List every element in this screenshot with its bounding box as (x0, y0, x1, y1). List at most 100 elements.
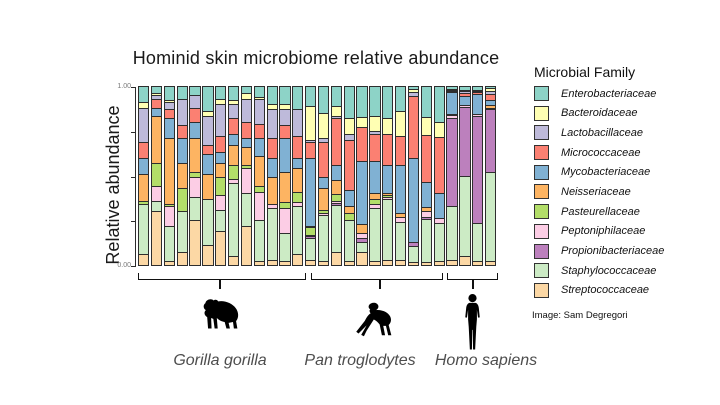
bar-segment (420, 86, 432, 118)
bar-segment (369, 86, 381, 117)
legend-swatch (534, 184, 549, 200)
bar-segment (266, 207, 278, 260)
bar-segment (305, 139, 317, 142)
bar-segment (176, 98, 188, 126)
bar-segment (472, 94, 484, 115)
bar-segment (150, 95, 163, 99)
bar-segment (227, 164, 240, 180)
y-axis-tick (131, 266, 135, 267)
bar-segment (202, 154, 214, 174)
bar-segment (343, 213, 355, 221)
bar-segment (240, 146, 253, 165)
bar-segment (472, 89, 484, 91)
bar-segment (356, 241, 368, 253)
bar-segment (189, 177, 201, 197)
bar-segment (305, 227, 317, 235)
sample-bar (292, 86, 304, 266)
bar-segment (163, 225, 175, 262)
bar-segment (305, 157, 317, 226)
sample-bar (395, 86, 407, 266)
legend-swatch (534, 86, 549, 101)
bar-segment (330, 117, 343, 166)
bar-segment (433, 217, 445, 223)
sample-bar (317, 86, 330, 266)
legend-label: Micrococcaceae (561, 146, 641, 159)
bar-segment (266, 204, 278, 208)
bar-segment (189, 220, 201, 265)
bar-segment (266, 103, 278, 110)
bar-segment (330, 203, 343, 206)
bar-segment (266, 86, 278, 104)
sample-bar (240, 86, 253, 266)
bar-segment (163, 102, 175, 110)
bar-segment (240, 98, 253, 122)
bar-segment (395, 136, 407, 165)
bar-segment (484, 108, 497, 172)
bar-segment (446, 259, 458, 265)
bar-segment (215, 98, 227, 104)
bar-segment (163, 100, 175, 103)
bar-segment (150, 211, 163, 265)
bar-segment (433, 86, 445, 122)
bar-segment (369, 161, 381, 194)
bar-segment (369, 193, 381, 199)
bar-segment (433, 121, 445, 138)
species-label-gorilla: Gorilla gorilla (173, 352, 267, 369)
sample-bar (150, 86, 163, 266)
species-label-pan: Pan troglodytes (304, 352, 416, 369)
bar-segment (240, 225, 253, 265)
bar-segment (253, 155, 265, 187)
bar-segment (202, 86, 214, 112)
bar-segment (317, 112, 330, 138)
bar-segment (292, 168, 304, 192)
group-bracket-gorilla (138, 273, 306, 280)
bar-segment (163, 118, 175, 138)
bar-segment (459, 91, 471, 94)
legend-swatch (534, 164, 549, 180)
y-axis-tick (131, 87, 135, 88)
bar-segment (163, 204, 175, 206)
bar-segment (163, 205, 175, 226)
bar-segment (279, 125, 291, 138)
legend-swatch (534, 223, 549, 239)
bar-segment (305, 105, 317, 140)
bar-segment (227, 103, 240, 119)
bar-segment (369, 198, 381, 205)
bar-segment (279, 202, 291, 208)
bar-segment (484, 261, 497, 265)
bar-segment (446, 89, 458, 91)
bar-segment (292, 205, 304, 255)
bar-segment (189, 107, 201, 122)
legend-label: Peptoniphilaceae (561, 225, 646, 238)
bar-segment (369, 134, 381, 162)
legend-label: Pasteurellaceae (561, 205, 640, 218)
bar-segment (253, 261, 265, 265)
bar-segment (407, 158, 420, 243)
bar-segment (407, 95, 420, 159)
bar-segment (472, 86, 484, 90)
bar-segment (266, 259, 278, 265)
y-tick-label-0: 0.00 (117, 262, 131, 269)
bar-segment (484, 99, 497, 106)
bar-segment (330, 201, 343, 204)
bar-segment (446, 118, 458, 206)
bar-segment (189, 171, 201, 178)
bar-segment (202, 245, 214, 265)
legend-item: Pasteurellaceae (534, 204, 664, 220)
legend-swatch (534, 282, 549, 298)
bar-segment (150, 163, 163, 187)
bar-segment (138, 200, 150, 205)
legend-swatch (534, 105, 549, 121)
bar-segment (253, 191, 265, 221)
bar-segment (227, 179, 240, 183)
bar-segment (395, 222, 407, 260)
bar-segment (253, 186, 265, 192)
bar-segment (279, 86, 291, 104)
bar-segment (484, 105, 497, 108)
bar-segment (253, 220, 265, 262)
bar-segment (227, 256, 240, 265)
bar-segment (407, 262, 420, 265)
bar-segment (176, 188, 188, 212)
bar-segment (240, 168, 253, 194)
bar-segment (189, 86, 201, 95)
